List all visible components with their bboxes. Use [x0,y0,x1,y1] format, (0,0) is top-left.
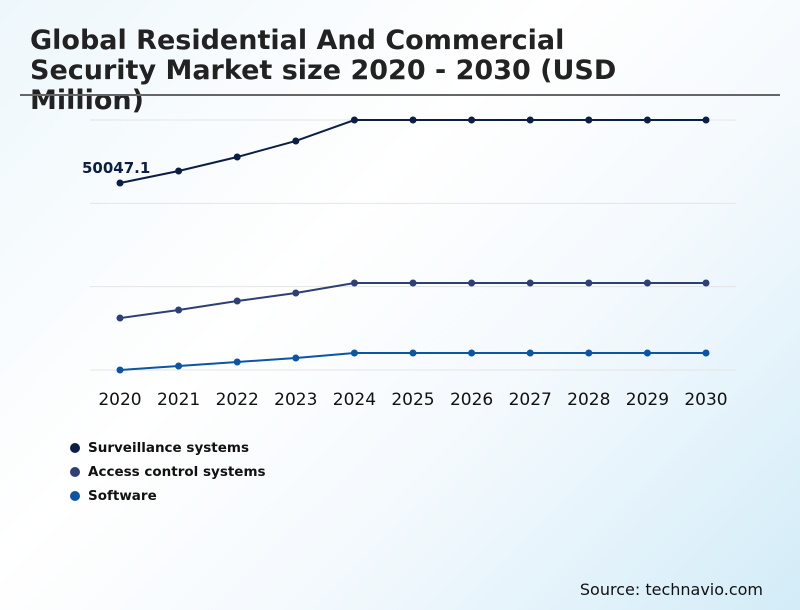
x-tick-label: 2024 [333,390,376,410]
data-point [116,179,124,187]
data-point [409,279,417,287]
data-point [292,354,300,362]
x-tick-label: 2022 [216,390,259,410]
legend-item: Software [70,484,266,508]
x-tick-label: 2030 [684,390,727,410]
data-point [116,314,124,322]
x-tick-label: 2028 [567,390,610,410]
x-tick-label: 2021 [157,390,200,410]
data-point [643,279,651,287]
data-point [350,116,358,124]
legend-marker-icon [70,443,80,453]
data-label: 50047.1 [82,159,150,177]
data-point [292,137,300,145]
data-point [350,349,358,357]
x-tick-label: 2023 [274,390,317,410]
source-label: Source: technavio.com [579,580,763,599]
data-point [643,116,651,124]
legend-item: Access control systems [70,460,266,484]
data-point [233,153,241,161]
data-point [526,349,534,357]
series-line-0 [119,119,706,184]
x-tick-label: 2029 [626,390,669,410]
data-point [175,167,183,175]
data-point [116,366,124,374]
legend-label: Software [88,488,157,504]
data-point [585,116,593,124]
data-point [468,116,476,124]
data-point [526,116,534,124]
data-point [409,349,417,357]
data-point [585,279,593,287]
x-tick-label: 2027 [509,390,552,410]
legend-marker-icon [70,491,80,501]
data-point [526,279,534,287]
data-point [409,116,417,124]
data-point [468,349,476,357]
legend-label: Access control systems [88,464,266,480]
x-tick-label: 2020 [98,390,141,410]
x-tick-label: 2025 [391,390,434,410]
chart-title: Global Residential And Commercial Securi… [30,25,617,116]
data-point [702,116,710,124]
legend: Surveillance systems Access control syste… [70,436,266,508]
data-point [175,362,183,370]
x-tick-label: 2026 [450,390,493,410]
data-point [702,279,710,287]
series-line-1 [119,282,706,320]
data-point [233,358,241,366]
legend-item: Surveillance systems [70,436,266,460]
data-point [702,349,710,357]
data-point [643,349,651,357]
data-point [292,289,300,297]
legend-label: Surveillance systems [88,440,249,456]
data-point [233,297,241,305]
title-divider [20,94,780,96]
data-point [585,349,593,357]
data-point [175,306,183,314]
data-point [468,279,476,287]
legend-marker-icon [70,467,80,477]
data-point [350,279,358,287]
